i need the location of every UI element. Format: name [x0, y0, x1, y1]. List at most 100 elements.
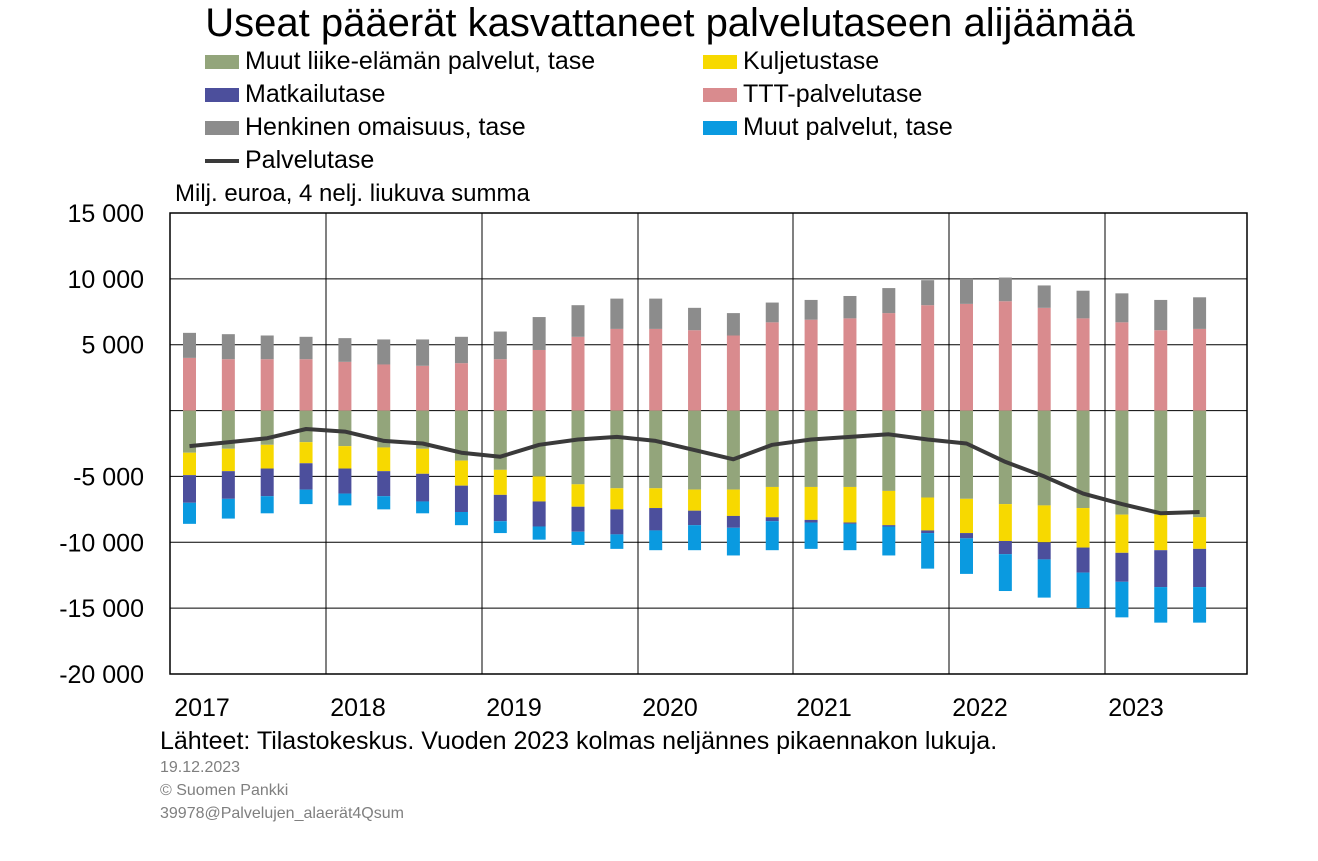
- bar-segment: [454, 460, 468, 486]
- bar-segment: [377, 447, 391, 472]
- bar-segment: [921, 530, 935, 534]
- bar-segment: [610, 410, 624, 489]
- bar-segment: [960, 538, 973, 574]
- bar-segment: [921, 305, 935, 411]
- legend-item: Henkinen omaisuus, tase: [205, 111, 526, 144]
- bar-segment: [882, 526, 896, 556]
- x-tick-label: 2019: [486, 694, 542, 722]
- bar-segment: [260, 444, 274, 469]
- bar-segment: [1037, 307, 1051, 411]
- bar-segment: [1115, 514, 1129, 553]
- bar-segment: [260, 359, 274, 411]
- bar-segment: [1115, 293, 1129, 323]
- bar-segment: [571, 410, 585, 485]
- bar-segment: [221, 334, 235, 360]
- bar-segment: [260, 468, 274, 497]
- bar-segment: [416, 365, 430, 411]
- bar-segment: [960, 410, 973, 499]
- bar-segment: [804, 486, 818, 520]
- legend-swatch: [205, 120, 239, 135]
- bar-segment: [921, 533, 935, 569]
- bar-segment: [493, 521, 507, 534]
- bar-segment: [1115, 552, 1129, 582]
- bar-segment: [804, 522, 818, 549]
- bar-segment: [338, 338, 352, 362]
- y-tick-label: -20 000: [59, 661, 144, 689]
- bar-segment: [921, 410, 935, 498]
- bar-segment: [688, 525, 702, 551]
- bar-segment: [649, 328, 663, 411]
- legend-item: Palvelutase: [205, 144, 374, 177]
- bar-segment: [1154, 550, 1168, 588]
- bar-segment: [882, 288, 896, 314]
- bar-segment: [960, 303, 973, 411]
- y-tick-label: 15 000: [68, 200, 144, 228]
- bar-segment: [377, 471, 391, 497]
- bar-segment: [532, 349, 546, 411]
- bar-segment: [493, 359, 507, 411]
- bar-segment: [804, 299, 818, 320]
- legend-label: Muut liike-elämän palvelut, tase: [245, 47, 596, 75]
- bar-segment: [571, 336, 585, 411]
- bar-segment: [843, 486, 857, 523]
- palvelutase-line: [189, 427, 1200, 516]
- bar-segment: [1115, 581, 1129, 618]
- bar-segment: [299, 336, 313, 360]
- bar-segment: [571, 531, 585, 545]
- bar-segment: [1154, 330, 1168, 411]
- bar-segment: [183, 332, 196, 358]
- bar-segment: [454, 363, 468, 411]
- bar-segment: [765, 302, 779, 323]
- bar-segment: [998, 277, 1012, 302]
- bar-segment: [1154, 587, 1168, 623]
- bar-segment: [726, 527, 740, 556]
- bar-segment: [610, 328, 624, 411]
- source-note: Lähteet: Tilastokeskus. Vuoden 2023 kolm…: [160, 727, 998, 755]
- bar-segment: [221, 471, 235, 499]
- bar-segment: [649, 410, 663, 489]
- legend-item: Kuljetustase: [703, 45, 879, 78]
- bar-segment: [610, 534, 624, 549]
- x-tick-label: 2018: [330, 694, 386, 722]
- bar-segment: [416, 410, 430, 449]
- bar-segment: [998, 554, 1012, 592]
- bar-segment: [1037, 542, 1051, 560]
- bar-segment: [1076, 290, 1090, 319]
- bar-segment: [998, 540, 1012, 555]
- bar-segment: [571, 506, 585, 532]
- bar-segment: [454, 511, 468, 526]
- bar-segment: [338, 493, 352, 506]
- legend-swatch: [205, 158, 239, 163]
- bar-segment: [183, 410, 196, 453]
- legend-label: Muut palvelut, tase: [743, 113, 953, 141]
- y-tick-label: -15 000: [59, 595, 144, 623]
- bar-segment: [377, 496, 391, 510]
- bar-segment: [221, 410, 235, 449]
- bar-segment: [1154, 514, 1168, 551]
- bar-segment: [688, 510, 702, 526]
- bar-segment: [221, 448, 235, 472]
- bar-segment: [493, 494, 507, 522]
- x-tick-label: 2017: [174, 694, 230, 722]
- legend-label: Henkinen omaisuus, tase: [245, 113, 526, 141]
- bar-segment: [416, 339, 430, 366]
- bar-segment: [221, 498, 235, 519]
- bar-segment: [493, 469, 507, 495]
- bar-segment: [221, 359, 235, 411]
- bar-segment: [882, 410, 896, 491]
- bar-segment: [416, 501, 430, 514]
- bar-segment: [960, 533, 973, 539]
- legend-label: Matkailutase: [245, 80, 386, 108]
- bar-segment: [1037, 410, 1051, 506]
- bar-segment: [1037, 559, 1051, 598]
- bar-segment: [299, 442, 313, 464]
- bar-segment: [532, 476, 546, 502]
- bar-segment: [1076, 572, 1090, 609]
- bar-segment: [649, 488, 663, 509]
- bar-segment: [1193, 328, 1207, 411]
- bar-segment: [1193, 410, 1207, 518]
- x-tick-label: 2023: [1108, 694, 1164, 722]
- bar-segment: [183, 357, 196, 411]
- bar-segment: [1193, 297, 1207, 329]
- legend-item: Muut liike-elämän palvelut, tase: [205, 45, 595, 78]
